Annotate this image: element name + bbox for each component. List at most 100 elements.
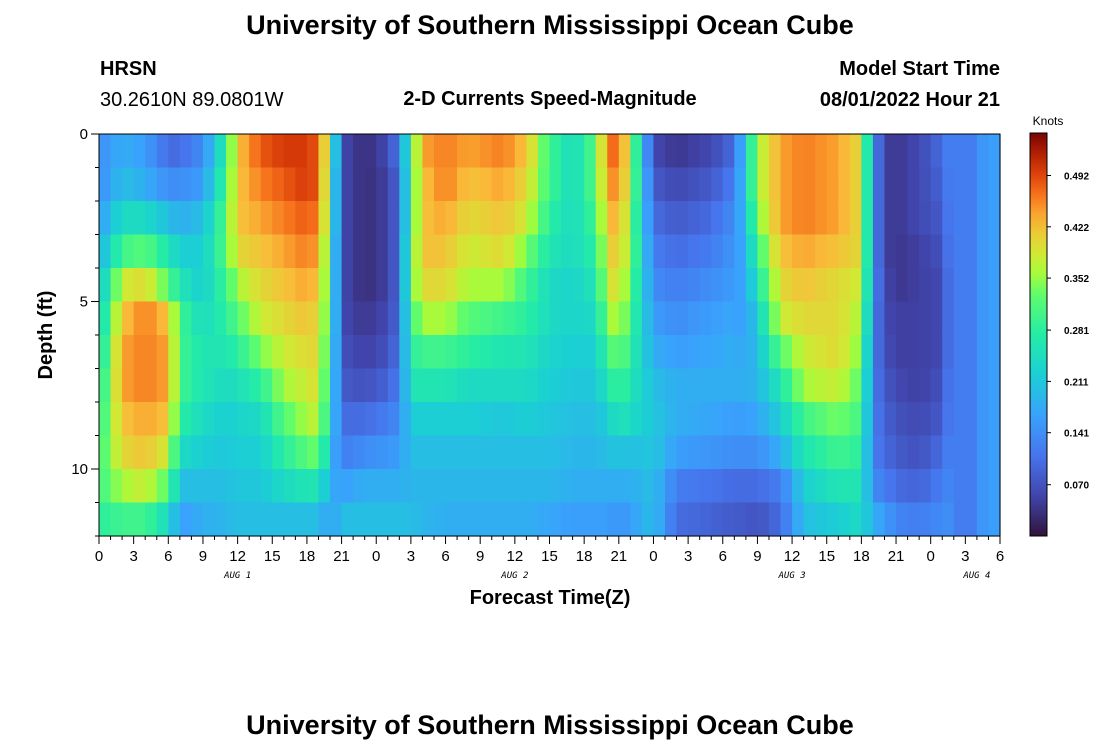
heatmap-cell	[537, 502, 551, 537]
heatmap-cell	[641, 502, 655, 537]
heatmap-cell	[768, 268, 782, 303]
heatmap-cell	[976, 201, 990, 236]
heatmap-cell	[976, 335, 990, 370]
heatmap-cell	[896, 201, 909, 236]
heatmap-cell	[734, 469, 747, 504]
heatmap-cell	[815, 435, 828, 470]
y-tick-label: 10	[71, 461, 88, 478]
heatmap-cell	[399, 368, 412, 403]
heatmap-cell	[734, 301, 747, 336]
heatmap-cell	[792, 335, 805, 370]
heatmap-cell	[572, 134, 585, 169]
heatmap-cell	[283, 301, 296, 336]
heatmap-cell	[745, 234, 759, 269]
heatmap-cell	[838, 469, 851, 504]
heatmap-cell	[976, 234, 990, 269]
heatmap-cell	[572, 469, 585, 504]
heatmap-cell	[722, 469, 735, 504]
heatmap-cell	[503, 201, 516, 236]
heatmap-cell	[353, 301, 366, 336]
heatmap-cell	[283, 335, 296, 370]
heatmap-cell	[110, 234, 123, 269]
heatmap-cell	[376, 435, 389, 470]
heatmap-cell	[249, 134, 262, 169]
heatmap-cell	[676, 167, 689, 202]
heatmap-cell	[514, 234, 527, 269]
heatmap-cell	[399, 435, 412, 470]
heatmap-cell	[514, 335, 527, 370]
heatmap-cell	[861, 502, 874, 537]
heatmap-cell	[884, 201, 897, 236]
heatmap-cell	[399, 469, 412, 504]
heatmap-cell	[191, 167, 204, 202]
heatmap-cell	[976, 469, 990, 504]
heatmap-cell	[630, 469, 643, 504]
heatmap-cell	[537, 268, 551, 303]
heatmap-cell	[838, 502, 851, 537]
heatmap-cell	[988, 435, 1001, 470]
heatmap-cell	[457, 234, 470, 269]
heatmap-cell	[306, 368, 320, 403]
heatmap-cell	[526, 134, 539, 169]
heatmap-cell	[410, 201, 424, 236]
heatmap-cell	[907, 402, 920, 437]
x-tick-label: 3	[684, 548, 692, 565]
heatmap-cell	[838, 134, 851, 169]
heatmap-cell	[722, 335, 735, 370]
heatmap-cell	[826, 435, 839, 470]
heatmap-cell	[491, 335, 504, 370]
heatmap-cell	[549, 335, 562, 370]
heatmap-cell	[226, 502, 239, 537]
heatmap-cell	[445, 469, 458, 504]
heatmap-cell	[595, 368, 608, 403]
heatmap-cell	[410, 469, 424, 504]
heatmap-cell	[99, 268, 112, 303]
heatmap-cell	[884, 268, 897, 303]
heatmap-cell	[838, 201, 851, 236]
heatmap-cell	[457, 268, 470, 303]
heatmap-cell	[803, 469, 816, 504]
heatmap-cell	[168, 368, 181, 403]
heatmap-cell	[768, 134, 782, 169]
heatmap-cell	[630, 435, 643, 470]
x-tick-label: 9	[199, 548, 207, 565]
heatmap-cell	[399, 502, 412, 537]
heatmap-cell	[884, 134, 897, 169]
heatmap-cell	[306, 435, 320, 470]
heatmap-cell	[341, 268, 354, 303]
heatmap-cell	[607, 134, 620, 169]
heatmap-cell	[526, 502, 539, 537]
heatmap-cell	[191, 134, 204, 169]
heatmap-cell	[745, 469, 759, 504]
heatmap-cell	[676, 234, 689, 269]
heatmap-cell	[688, 201, 701, 236]
heatmap-cell	[907, 335, 920, 370]
heatmap-cell	[919, 134, 932, 169]
heatmap-cell	[942, 167, 955, 202]
heatmap-cell	[665, 134, 678, 169]
heatmap-cell	[468, 134, 481, 169]
heatmap-cell	[641, 268, 655, 303]
heatmap-cell	[306, 268, 320, 303]
heatmap-cell	[734, 134, 747, 169]
heatmap-cell	[584, 402, 597, 437]
heatmap-cell	[526, 167, 539, 202]
heatmap-cell	[549, 502, 562, 537]
heatmap-cell	[133, 335, 146, 370]
heatmap-cell	[295, 502, 308, 537]
heatmap-cell	[122, 268, 135, 303]
heatmap-cell	[353, 368, 366, 403]
heatmap-cell	[168, 134, 181, 169]
heatmap-cell	[699, 435, 712, 470]
heatmap-cell	[306, 234, 320, 269]
heatmap-cell	[792, 435, 805, 470]
heatmap-cell	[191, 469, 204, 504]
heatmap-cell	[849, 402, 862, 437]
heatmap-cell	[226, 134, 239, 169]
heatmap-cell	[768, 435, 782, 470]
heatmap-cell	[838, 435, 851, 470]
heatmap-cell	[422, 502, 435, 537]
x-tick-label: 15	[264, 548, 281, 565]
heatmap-cell	[838, 234, 851, 269]
heatmap-cell	[272, 234, 285, 269]
